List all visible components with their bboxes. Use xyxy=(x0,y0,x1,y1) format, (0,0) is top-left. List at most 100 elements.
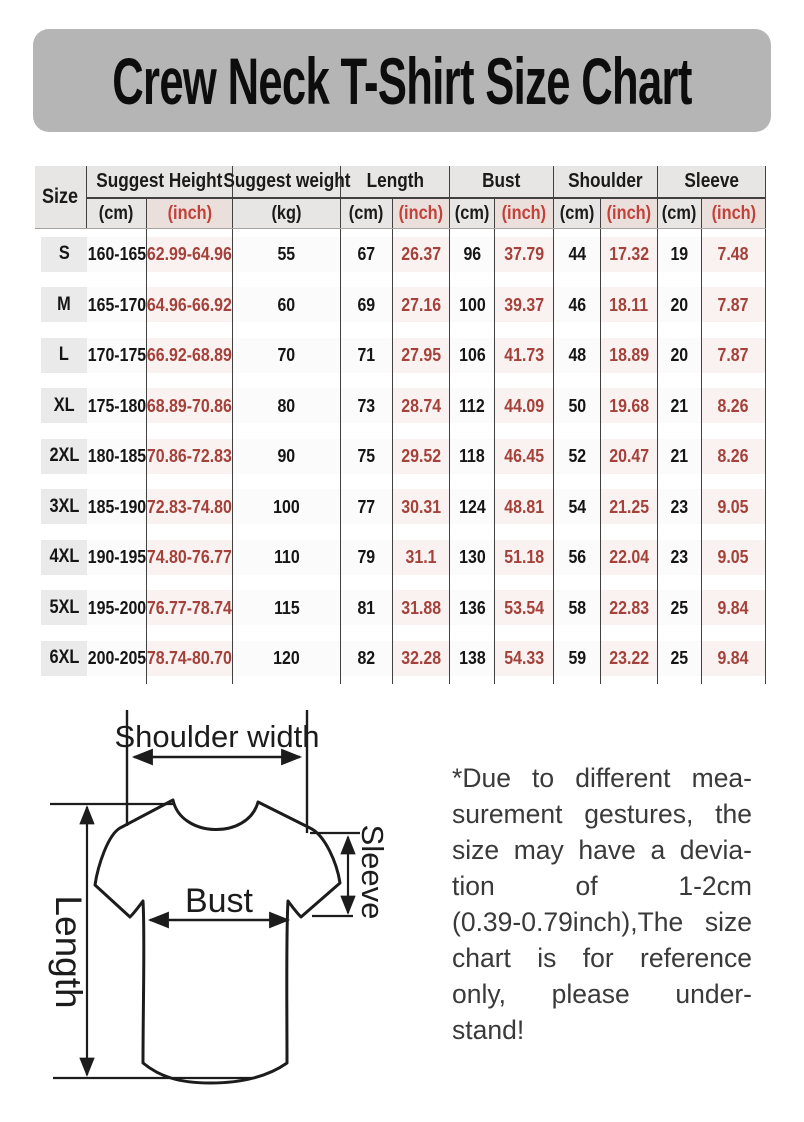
size-label: 6XL xyxy=(49,647,79,669)
cell-size: 3XL xyxy=(35,482,87,533)
col-header-sleeve: Sleeve xyxy=(658,166,766,199)
cell-length-cm: 69 xyxy=(341,279,393,330)
cell-bust-inch: 54.33 xyxy=(495,633,554,684)
cell-sleeve-inch: 8.26 xyxy=(702,380,766,431)
cell-sleeve-inch: 9.05 xyxy=(702,481,766,532)
cell-sleeve-inch: 7.87 xyxy=(702,330,766,381)
cell-sleeve-cm: 19 xyxy=(658,229,702,280)
cell-bust-inch: 37.79 xyxy=(495,229,554,280)
unit-bust-inch: (inch) xyxy=(495,199,554,228)
col-header-size: Size xyxy=(35,166,87,228)
cell-shoulder-cm: 44 xyxy=(554,229,601,280)
cell-size: M xyxy=(35,280,87,331)
col-header-shoulder: Shoulder xyxy=(554,166,658,199)
cell-length-cm: 71 xyxy=(341,330,393,381)
tshirt-outline xyxy=(93,798,342,1085)
table-row: 2XL 180-185 70.86-72.83 90 75 29.52 118 … xyxy=(35,431,766,482)
cell-length-inch: 31.88 xyxy=(393,582,450,633)
cell-length-inch: 29.52 xyxy=(393,431,450,482)
table-header: Size Suggest Height Suggest weight Lengt… xyxy=(35,166,766,229)
cell-length-cm: 79 xyxy=(341,532,393,583)
cell-size: XL xyxy=(35,381,87,432)
cell-length-inch: 28.74 xyxy=(393,380,450,431)
cell-bust-cm: 112 xyxy=(450,380,495,431)
table-row: L 170-175 66.92-68.89 70 71 27.95 106 41… xyxy=(35,330,766,381)
cell-height-inch: 62.99-64.96 xyxy=(147,229,233,280)
cell-sleeve-inch: 7.87 xyxy=(702,279,766,330)
sleeve-label: Sleeve xyxy=(355,825,390,920)
cell-weight-kg: 115 xyxy=(233,582,341,633)
cell-length-inch: 32.28 xyxy=(393,633,450,684)
col-header-suggest-weight: Suggest weight xyxy=(223,166,350,199)
cell-shoulder-inch: 19.68 xyxy=(601,380,658,431)
cell-shoulder-inch: 18.11 xyxy=(601,279,658,330)
cell-bust-cm: 130 xyxy=(450,532,495,583)
cell-length-cm: 67 xyxy=(341,229,393,280)
cell-height-cm: 190-195 xyxy=(87,532,147,583)
cell-height-inch: 64.96-66.92 xyxy=(147,279,233,330)
length-label: Length xyxy=(48,895,89,1008)
size-label: L xyxy=(59,344,69,366)
cell-height-cm: 175-180 xyxy=(87,380,147,431)
table-row: S 160-165 62.99-64.96 55 67 26.37 96 37.… xyxy=(35,229,766,280)
cell-length-cm: 73 xyxy=(341,380,393,431)
cell-bust-inch: 44.09 xyxy=(495,380,554,431)
cell-size: 6XL xyxy=(35,633,87,684)
unit-height-cm: (cm) xyxy=(87,199,147,228)
cell-bust-cm: 100 xyxy=(450,279,495,330)
cell-sleeve-inch: 9.84 xyxy=(702,582,766,633)
cell-bust-cm: 124 xyxy=(450,481,495,532)
cell-height-inch: 74.80-76.77 xyxy=(147,532,233,583)
cell-sleeve-cm: 21 xyxy=(658,380,702,431)
unit-height-inch: (inch) xyxy=(147,199,233,228)
cell-size: 5XL xyxy=(35,583,87,634)
cell-bust-inch: 39.37 xyxy=(495,279,554,330)
cell-shoulder-inch: 21.25 xyxy=(601,481,658,532)
cell-shoulder-cm: 58 xyxy=(554,582,601,633)
cell-size: S xyxy=(35,229,87,280)
cell-weight-kg: 110 xyxy=(233,532,341,583)
unit-sleeve-cm: (cm) xyxy=(658,199,702,228)
cell-bust-cm: 136 xyxy=(450,582,495,633)
cell-size: 2XL xyxy=(35,431,87,482)
cell-sleeve-inch: 9.84 xyxy=(702,633,766,684)
table-row: 3XL 185-190 72.83-74.80 100 77 30.31 124… xyxy=(35,481,766,533)
unit-shoulder-cm: (cm) xyxy=(554,199,601,228)
cell-height-inch: 70.86-72.83 xyxy=(147,431,233,482)
shoulder-width-label: Shoulder width xyxy=(114,719,319,754)
unit-bust-cm: (cm) xyxy=(450,199,495,228)
unit-length-inch: (inch) xyxy=(393,199,450,228)
size-label: XL xyxy=(53,394,75,416)
size-table: Size Suggest Height Suggest weight Lengt… xyxy=(35,166,766,684)
cell-length-inch: 30.31 xyxy=(393,481,450,532)
cell-bust-cm: 138 xyxy=(450,633,495,684)
cell-sleeve-inch: 9.05 xyxy=(702,532,766,583)
cell-height-cm: 200-205 xyxy=(87,633,147,684)
cell-bust-inch: 46.45 xyxy=(495,431,554,482)
table-row: XL 175-180 68.89-70.86 80 73 28.74 112 4… xyxy=(35,380,766,432)
cell-bust-cm: 118 xyxy=(450,431,495,482)
cell-bust-inch: 51.18 xyxy=(495,532,554,583)
cell-length-inch: 26.37 xyxy=(393,229,450,280)
size-label: S xyxy=(58,243,70,265)
unit-weight-kg: (kg) xyxy=(233,199,341,228)
cell-height-cm: 195-200 xyxy=(87,582,147,633)
cell-sleeve-cm: 23 xyxy=(658,481,702,532)
cell-sleeve-cm: 23 xyxy=(658,532,702,583)
cell-length-cm: 82 xyxy=(341,633,393,684)
cell-length-cm: 75 xyxy=(341,431,393,482)
cell-shoulder-inch: 17.32 xyxy=(601,229,658,280)
cell-length-inch: 31.1 xyxy=(393,532,450,583)
cell-shoulder-cm: 52 xyxy=(554,431,601,482)
cell-sleeve-cm: 21 xyxy=(658,431,702,482)
tshirt-measurement-diagram: Shoulder width Length Bust Sleeve xyxy=(48,710,390,1085)
cell-shoulder-cm: 48 xyxy=(554,330,601,381)
table-row: 5XL 195-200 76.77-78.74 115 81 31.88 136… xyxy=(35,582,766,634)
cell-shoulder-inch: 18.89 xyxy=(601,330,658,381)
col-header-suggest-height: Suggest Height xyxy=(87,166,233,199)
cell-height-cm: 185-190 xyxy=(87,481,147,532)
cell-shoulder-cm: 46 xyxy=(554,279,601,330)
table-row: 6XL 200-205 78.74-80.70 120 82 32.28 138… xyxy=(35,633,766,684)
cell-weight-kg: 100 xyxy=(233,481,341,532)
